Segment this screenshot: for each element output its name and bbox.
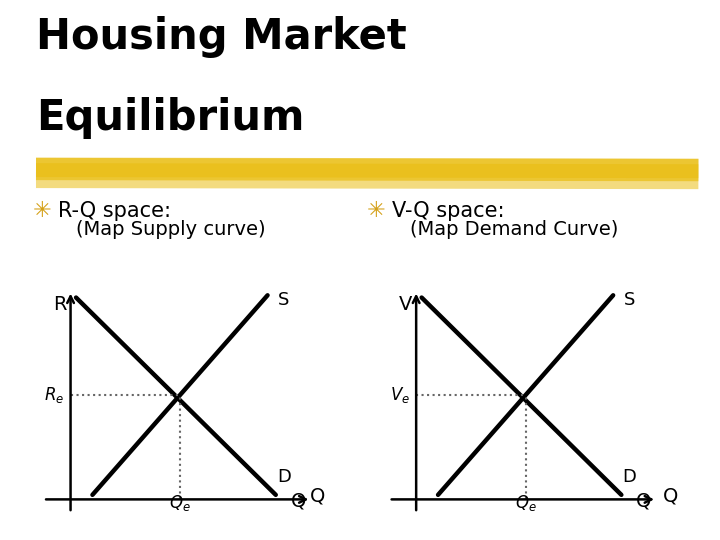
Text: (Map Demand Curve): (Map Demand Curve) (410, 220, 618, 239)
Text: V: V (399, 295, 412, 314)
Text: $R_e$: $R_e$ (44, 385, 64, 405)
Text: Q: Q (636, 492, 652, 511)
Text: $Q_e$: $Q_e$ (169, 493, 191, 513)
Text: S: S (624, 291, 635, 309)
Text: (Map Supply curve): (Map Supply curve) (76, 220, 265, 239)
Text: R: R (53, 295, 66, 314)
Text: $Q_e$: $Q_e$ (515, 493, 536, 513)
Text: D: D (277, 468, 291, 485)
Text: Housing Market: Housing Market (36, 16, 407, 58)
Text: R-Q space:: R-Q space: (58, 200, 171, 221)
Text: V-Q space:: V-Q space: (392, 200, 505, 221)
Text: Q: Q (310, 486, 325, 505)
Text: S: S (279, 291, 289, 309)
Text: Q: Q (662, 486, 678, 505)
Text: D: D (623, 468, 636, 485)
Text: Q: Q (290, 492, 306, 511)
Text: ✳: ✳ (367, 200, 386, 221)
Text: ✳: ✳ (32, 200, 51, 221)
Text: Equilibrium: Equilibrium (36, 97, 305, 139)
Text: $V_e$: $V_e$ (390, 385, 410, 405)
